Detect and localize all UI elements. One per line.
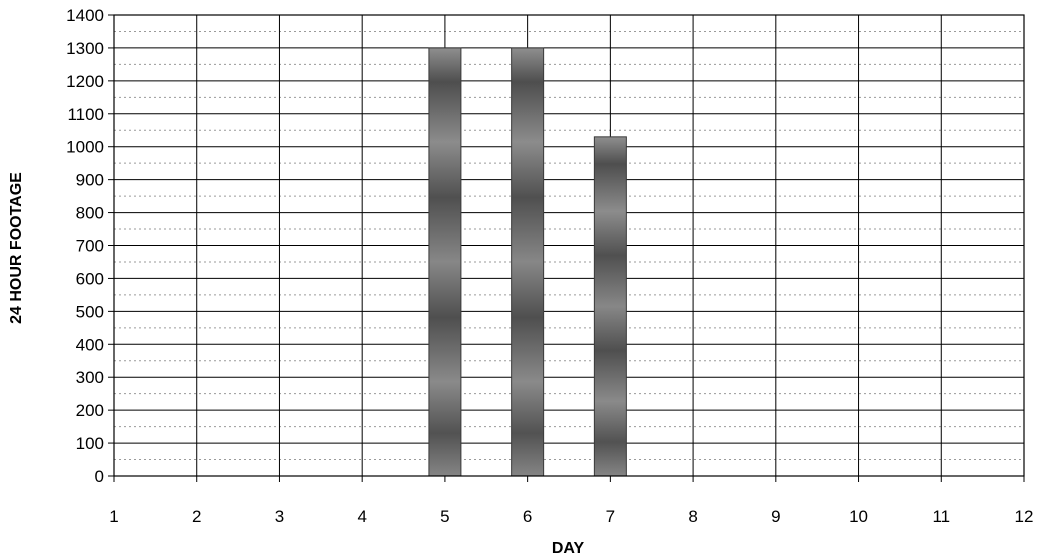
x-tick-label: 2 [192,507,201,526]
y-tick-label: 800 [76,204,104,223]
y-tick-label: 300 [76,368,104,387]
bar-day-7 [593,136,627,477]
x-tick-label: 10 [849,507,868,526]
y-axis-title: 24 HOUR FOOTAGE [8,172,25,324]
x-tick-label: 12 [1015,507,1034,526]
y-tick-label: 1100 [67,105,104,124]
y-tick-label: 1300 [66,39,104,58]
y-tick-label: 700 [76,237,104,256]
bar-day-6 [511,47,545,477]
x-tick-label: 6 [523,507,532,526]
x-tick-label: 8 [688,507,697,526]
x-axis-title: DAY [552,540,585,557]
y-tick-label: 900 [76,171,104,190]
bars [428,47,627,477]
x-tick-label: 7 [606,507,615,526]
major-gridlines [113,14,1025,477]
x-tick-label: 1 [109,507,118,526]
x-tick-label: 9 [771,507,780,526]
x-axis-ticks: 1 2 3 4 5 6 7 8 9 10 11 12 [109,476,1033,526]
y-tick-label: 1400 [66,6,104,25]
y-tick-label: 100 [76,434,104,453]
y-tick-label: 400 [76,335,104,354]
y-tick-label: 600 [76,269,104,288]
y-axis-ticks: 0 100 200 300 400 500 600 700 800 900 1000 1100 1200… [66,6,114,486]
x-tick-label: 4 [357,507,366,526]
y-tick-label: 0 [95,467,104,486]
x-tick-label: 11 [932,507,950,526]
x-tick-label: 3 [275,507,284,526]
x-tick-label: 5 [440,507,449,526]
minor-gridlines [114,30,1024,461]
y-tick-label: 500 [76,302,104,321]
y-tick-label: 1200 [66,72,104,91]
y-tick-label: 1000 [66,138,104,157]
bar-day-5 [428,47,462,477]
y-tick-label: 200 [76,401,104,420]
